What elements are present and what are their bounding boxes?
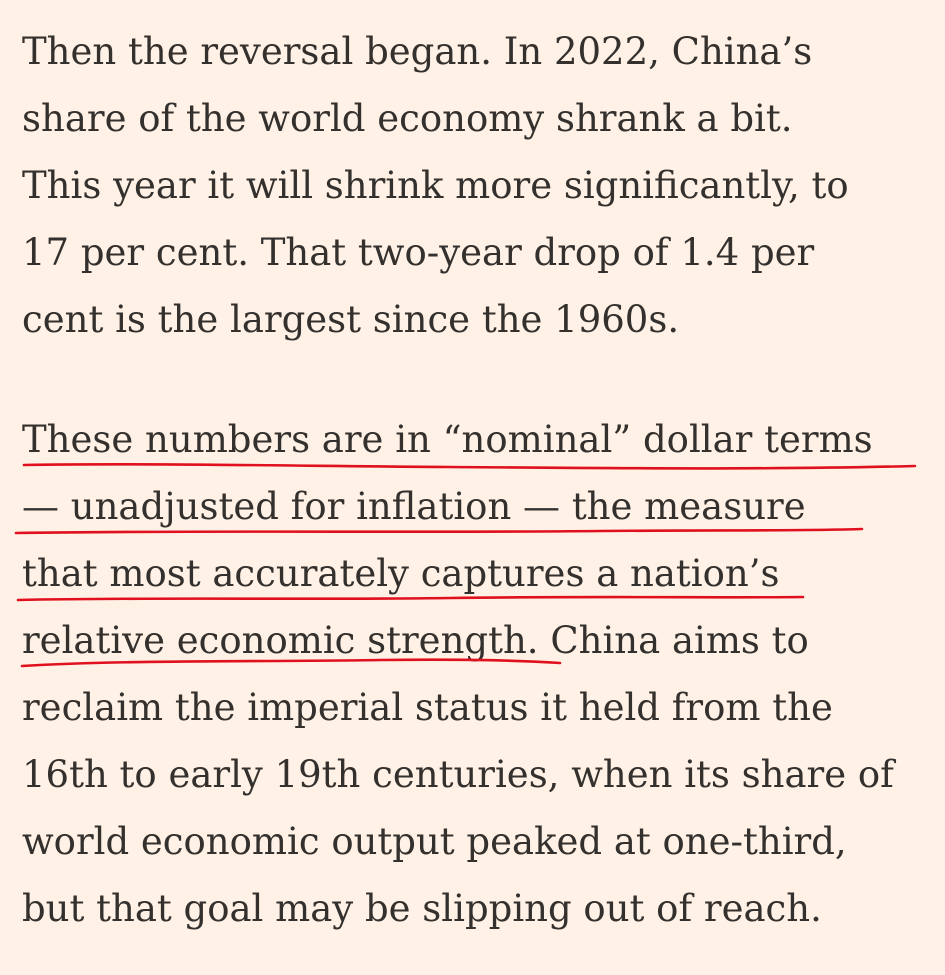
- text-line: relative economic strength. China aims t…: [22, 619, 809, 662]
- text-line: that most accurately captures a nation’s: [22, 552, 780, 595]
- text-line: reclaim the imperial status it held from…: [22, 686, 833, 729]
- text-line: but that goal may be slipping out of rea…: [22, 887, 822, 930]
- text-line: cent is the largest since the 1960s.: [22, 298, 680, 341]
- text-line: 16th to early 19th centuries, when its s…: [22, 753, 894, 796]
- text-line: 17 per cent. That two-year drop of 1.4 p…: [22, 231, 815, 274]
- text-line: world economic output peaked at one-thir…: [22, 820, 847, 863]
- text-line: Then the reversal began. In 2022, China’…: [22, 30, 813, 73]
- text-line: These numbers are in “nominal” dollar te…: [22, 418, 873, 461]
- text-line: This year it will shrink more significan…: [22, 164, 849, 207]
- text-line: share of the world economy shrank a bit.: [22, 97, 793, 140]
- text-line: — unadjusted for inflation — the measure: [22, 485, 806, 528]
